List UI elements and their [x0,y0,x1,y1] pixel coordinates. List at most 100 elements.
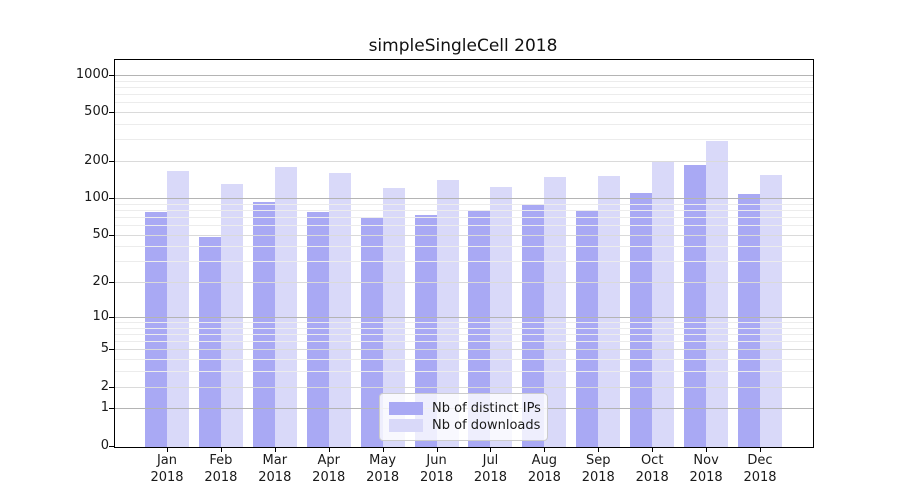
bar-nb-of-downloads-jan-2018 [167,171,189,447]
x-tick-sep-2018 [598,447,600,452]
y-label-200: 200 [84,153,109,169]
gridline-1000 [115,74,813,76]
legend-swatch-nb-of-distinct-ips [389,402,423,415]
gridline-4 [115,359,813,361]
y-label-5: 5 [100,341,109,357]
gridline-60 [115,225,813,226]
gridline-70 [115,216,813,218]
bar-nb-of-downloads-apr-2018 [328,173,351,447]
gridline-50 [115,234,813,236]
bar-nb-of-distinct-ips-may-2018 [360,218,383,447]
y-tick-5 [109,349,115,351]
gridline-90 [115,203,813,205]
x-tick-jun-2018 [436,447,438,452]
gridline-30 [115,261,813,263]
y-tick-500 [109,112,115,114]
x-label-feb-2018: Feb 2018 [204,453,238,485]
x-label-jun-2018: Jun 2018 [420,453,454,485]
bar-nb-of-downloads-feb-2018 [220,183,243,447]
gridline-40 [115,246,813,248]
x-tick-dec-2018 [760,447,761,452]
y-label-1: 1 [100,400,109,416]
x-label-mar-2018: Mar 2018 [258,453,292,485]
x-tick-feb-2018 [220,447,222,452]
bar-nb-of-distinct-ips-nov-2018 [684,165,707,447]
bar-nb-of-distinct-ips-mar-2018 [252,201,275,447]
x-label-oct-2018: Oct 2018 [635,453,669,485]
gridline-900 [115,80,813,82]
y-tick-1 [109,408,115,410]
bar-nb-of-downloads-oct-2018 [652,161,675,447]
x-tick-aug-2018 [544,447,546,452]
x-tick-jul-2018 [490,447,492,452]
gridline-3 [115,371,813,373]
gridline-2 [115,386,813,388]
x-label-sep-2018: Sep 2018 [581,453,615,485]
plot-area: Nb of distinct IPs Nb of downloads Jan 20… [76,59,814,485]
x-label-aug-2018: Aug 2018 [527,453,561,485]
bar-nb-of-downloads-dec-2018 [760,175,782,447]
legend-swatch-nb-of-downloads [389,419,423,432]
bar-nb-of-distinct-ips-apr-2018 [306,211,329,447]
y-label-0: 0 [100,437,109,453]
gridline-700 [115,94,813,96]
x-label-may-2018: May 2018 [366,453,400,485]
bar-nb-of-distinct-ips-jan-2018 [145,211,167,447]
y-label-100: 100 [84,190,109,205]
gridline-20 [115,282,813,284]
gridline-500 [115,112,813,114]
bar-nb-of-distinct-ips-jun-2018 [414,215,437,447]
y-tick-10 [109,316,115,318]
y-label-10: 10 [92,308,109,324]
gridline-600 [115,102,813,104]
y-label-50: 50 [92,226,109,242]
legend: Nb of distinct IPs Nb of downloads [379,393,548,441]
gridline-80 [115,209,813,211]
bar-nb-of-downloads-mar-2018 [274,166,297,447]
x-tick-may-2018 [382,447,384,452]
gridline-8 [115,327,813,329]
x-label-apr-2018: Apr 2018 [312,453,346,485]
bar-nb-of-distinct-ips-sep-2018 [576,210,599,447]
y-tick-1000 [109,74,115,76]
gridline-10 [115,316,813,318]
x-tick-nov-2018 [706,447,708,452]
x-label-jul-2018: Jul 2018 [473,453,507,485]
y-tick-200 [109,161,115,163]
y-label-1000: 1000 [75,66,109,82]
y-tick-2 [109,386,115,388]
gridline-6 [115,341,813,343]
bar-nb-of-distinct-ips-aug-2018 [522,203,545,447]
bar-nb-of-downloads-nov-2018 [706,141,729,447]
gridline-9 [115,322,813,323]
gridline-7 [115,334,813,335]
y-label-500: 500 [84,104,109,120]
x-label-jan-2018: Jan 2018 [150,453,184,485]
y-label-20: 20 [92,274,109,290]
bar-nb-of-downloads-sep-2018 [598,176,621,447]
bar-nb-of-downloads-aug-2018 [544,177,567,447]
chart-title: simpleSingleCell 2018 [368,36,558,56]
x-label-nov-2018: Nov 2018 [689,453,723,485]
y-tick-50 [109,234,115,236]
y-tick-20 [109,282,115,284]
gridline-100 [115,198,813,199]
legend-item-nb-of-distinct-ips: Nb of distinct IPs [389,400,541,417]
legend-item-nb-of-downloads: Nb of downloads [389,417,541,434]
gridline-400 [115,124,813,125]
x-tick-jan-2018 [167,447,168,452]
gridline-5 [115,349,813,351]
y-label-2: 2 [100,378,109,394]
y-tick-0 [109,445,115,447]
bar-nb-of-distinct-ips-oct-2018 [630,192,653,447]
bar-nb-of-distinct-ips-dec-2018 [738,193,760,447]
bar-nb-of-distinct-ips-jul-2018 [468,211,491,447]
x-tick-apr-2018 [328,447,330,452]
gridline-300 [115,139,813,141]
legend-label: Nb of downloads [432,418,541,433]
legend-label: Nb of distinct IPs [432,401,541,416]
gridline-800 [115,86,813,88]
x-tick-oct-2018 [652,447,654,452]
x-label-dec-2018: Dec 2018 [743,453,777,485]
